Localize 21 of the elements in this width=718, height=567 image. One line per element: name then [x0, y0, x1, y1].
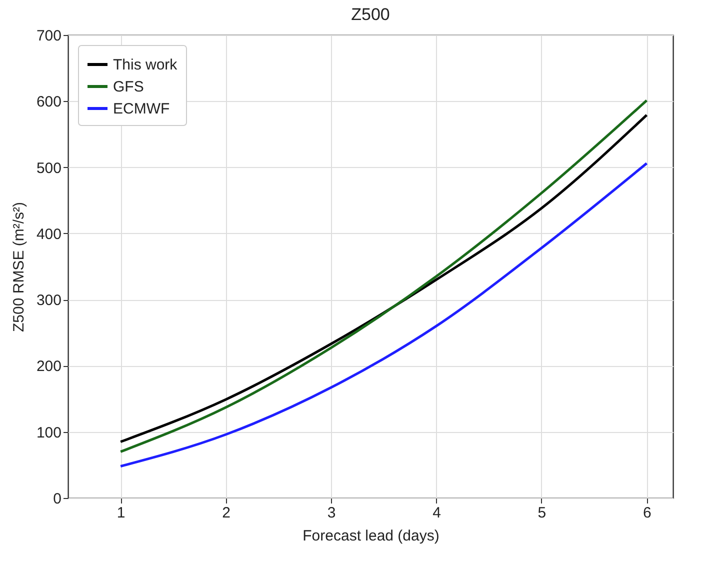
y-tick-label: 100 — [36, 424, 62, 442]
line-series — [119, 162, 648, 468]
chart-title: Z500 — [351, 5, 390, 24]
x-tick-label: 3 — [327, 504, 336, 522]
x-tick-label: 2 — [222, 504, 230, 522]
x-tick-label: 4 — [432, 504, 441, 522]
y-tick-label: 700 — [36, 28, 62, 44]
x-axis-title: Forecast lead (days) — [302, 528, 440, 544]
y-axis-title: Z500 RMSE (m²/s²) — [10, 202, 28, 332]
y-tick-label: 400 — [36, 226, 62, 243]
legend-label: ECMWF — [113, 100, 170, 118]
legend-label: GFS — [113, 78, 144, 96]
y-tick-label: 600 — [36, 94, 62, 111]
x-tick-label: 5 — [538, 504, 546, 522]
y-tick-label: 200 — [36, 358, 62, 376]
y-tick-label: 500 — [36, 160, 62, 177]
y-tick-label: 0 — [53, 490, 62, 508]
x-tick-label: 6 — [643, 504, 652, 522]
y-tick-label: 300 — [36, 292, 62, 310]
legend-label: This work — [113, 56, 178, 74]
x-tick-label: 1 — [116, 504, 126, 522]
